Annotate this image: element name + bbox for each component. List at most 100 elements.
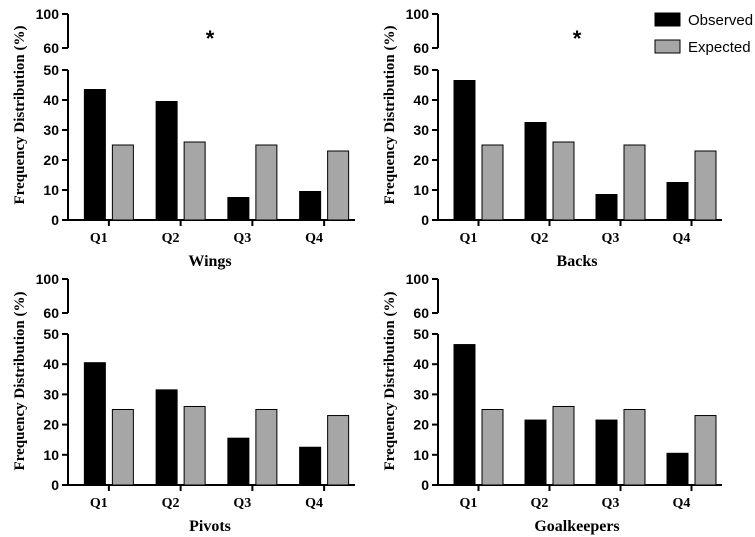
y-tick-label-20: 20 [43,417,59,433]
x-tick-label-q3: Q3 [233,496,251,511]
bar-expected-q4 [694,415,717,486]
bar-observed-q2 [155,101,178,221]
bar-expected-q2 [552,405,575,486]
x-tick-label-q2: Q2 [531,231,549,246]
y-tick-label-50: 50 [413,326,429,342]
y-tick-label-100: 100 [406,6,430,22]
bar-expected-q1 [481,409,504,486]
y-tick-label-30: 30 [413,122,429,138]
y-tick-label-40: 40 [413,356,429,372]
x-tick-label-q1: Q1 [460,231,478,246]
y-tick-label-60: 60 [413,40,429,56]
bar-observed-q3 [595,194,618,221]
x-tick-label-q1: Q1 [90,231,108,246]
y-tick-label-10: 10 [43,447,59,463]
y-tick-label-0: 0 [421,212,429,228]
bar-observed-q4 [299,446,322,486]
y-tick-label-50: 50 [413,62,429,78]
y-tick-label-40: 40 [43,356,59,372]
bar-expected-q4 [694,150,717,221]
bar-observed-q4 [299,191,322,221]
y-tick-label-20: 20 [413,417,429,433]
bar-observed-q2 [155,389,178,486]
bar-expected-q4 [327,415,350,486]
bar-observed-q2 [524,419,547,486]
bar-expected-q2 [552,141,575,221]
legend-label-observed: Observed [688,12,753,29]
y-tick-label-0: 0 [51,477,59,493]
x-tick-label-q3: Q3 [602,496,620,511]
x-tick-label-q3: Q3 [233,231,251,246]
y-axis-title: Frequency Distribution (%) [12,292,28,471]
y-tick-label-10: 10 [413,182,429,198]
bar-observed-q4 [666,182,689,221]
x-tick-label-q4: Q4 [673,231,691,246]
x-tick-label-q4: Q4 [673,496,691,511]
y-tick-label-0: 0 [421,477,429,493]
y-tick-label-20: 20 [43,152,59,168]
panel-title: Pivots [189,518,231,535]
bar-observed-q3 [595,419,618,486]
y-tick-label-60: 60 [43,40,59,56]
bar-expected-q1 [111,409,134,486]
x-tick-label-q2: Q2 [531,496,549,511]
legend: Observed Expected [654,12,753,56]
y-tick-label-60: 60 [413,305,429,321]
y-tick-label-100: 100 [406,271,430,287]
y-axis-title: Frequency Distribution (%) [382,26,398,205]
bar-observed-q1 [83,362,106,486]
panel-title: Wings [188,253,231,270]
bar-expected-q1 [111,144,134,221]
y-tick-label-10: 10 [43,182,59,198]
y-tick-label-40: 40 [43,92,59,108]
bar-observed-q1 [453,344,476,486]
panel-wings: 0 10 20 30 40 50 60 100 Frequency Distribution (… [12,6,355,270]
y-tick-label-0: 0 [51,212,59,228]
bar-expected-q3 [623,144,646,221]
y-tick-label-20: 20 [413,152,429,168]
y-tick-label-10: 10 [413,447,429,463]
x-tick-label-q4: Q4 [305,231,323,246]
y-tick-label-50: 50 [43,62,59,78]
bar-observed-q1 [453,80,476,221]
legend-swatch-observed [654,12,681,27]
significance-marker: * [573,26,582,51]
legend-label-expected: Expected [688,39,751,56]
legend-swatch-expected [654,39,681,54]
y-tick-label-30: 30 [43,386,59,402]
y-tick-label-30: 30 [413,386,429,402]
y-tick-label-100: 100 [36,6,60,22]
panel-title: Backs [557,253,598,270]
y-tick-label-60: 60 [43,305,59,321]
panel-backs: 0 10 20 30 40 50 60 100 Frequency Distribution (… [382,6,722,270]
bar-expected-q2 [183,405,206,486]
y-tick-label-40: 40 [413,92,429,108]
panel-title: Goalkeepers [534,518,619,535]
bar-expected-q4 [327,150,350,221]
x-tick-label-q1: Q1 [90,496,108,511]
y-axis-title: Frequency Distribution (%) [12,26,28,205]
bar-expected-q3 [255,144,278,221]
x-tick-label-q3: Q3 [602,231,620,246]
bar-expected-q1 [481,144,504,221]
x-tick-label-q2: Q2 [162,496,180,511]
y-tick-label-30: 30 [43,122,59,138]
panel-pivots: 0 10 20 30 40 50 60 100 Frequency Distribution (… [12,271,355,535]
y-tick-label-50: 50 [43,326,59,342]
bar-expected-q2 [183,141,206,221]
panel-goalkeepers: 0 10 20 30 40 50 60 100 Frequency Distribution (… [382,271,722,535]
y-axis-title: Frequency Distribution (%) [382,292,398,471]
x-tick-label-q1: Q1 [460,496,478,511]
bar-observed-q4 [666,452,689,486]
bar-observed-q2 [524,122,547,221]
bar-observed-q3 [227,437,250,486]
x-tick-label-q2: Q2 [162,231,180,246]
bar-observed-q3 [227,197,250,221]
y-tick-label-100: 100 [36,271,60,287]
bar-observed-q1 [83,89,106,221]
x-tick-label-q4: Q4 [305,496,323,511]
bar-expected-q3 [623,409,646,486]
bar-expected-q3 [255,409,278,486]
